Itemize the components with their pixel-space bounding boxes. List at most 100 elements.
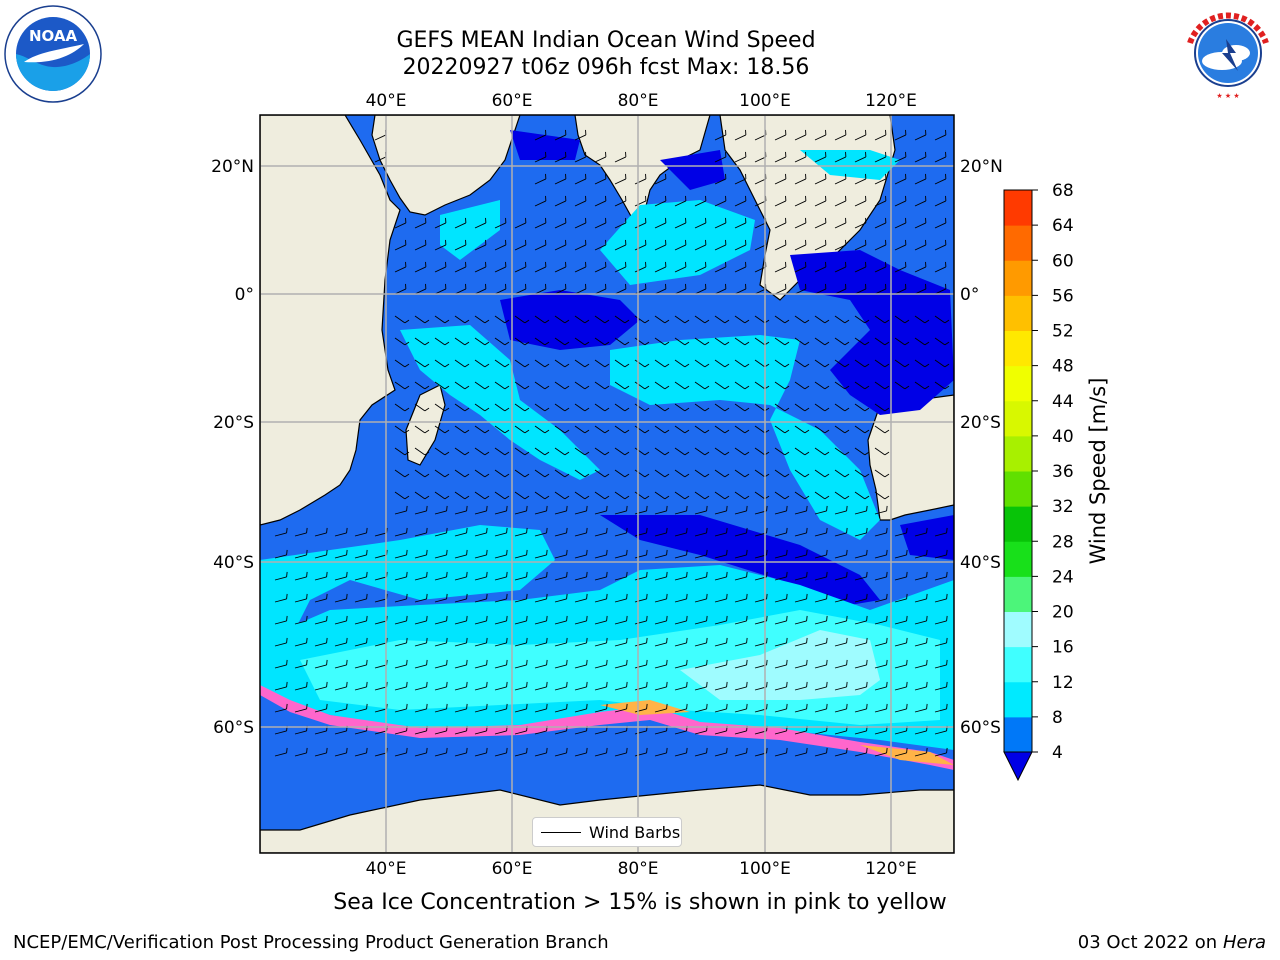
wind-barb	[534, 549, 548, 559]
wind-barb	[714, 527, 728, 537]
wind-barb	[934, 195, 947, 207]
wind-barb	[634, 703, 648, 713]
wind-barb	[634, 659, 648, 669]
wind-barb	[514, 217, 527, 229]
wind-barb	[734, 549, 748, 559]
wind-barb	[534, 261, 547, 273]
wind-barb	[914, 239, 927, 251]
wind-barb	[874, 315, 890, 324]
wind-barb	[614, 681, 628, 691]
wind-barb	[874, 681, 888, 691]
wind-barb	[654, 403, 670, 412]
wind-barb	[814, 491, 830, 500]
wind-barb	[634, 239, 647, 251]
wind-barb	[574, 239, 587, 251]
wind-barb	[734, 747, 748, 757]
wind-barb	[774, 703, 788, 713]
wind-barb	[534, 283, 547, 295]
wind-barb	[354, 637, 368, 647]
wind-barb	[414, 469, 430, 478]
wind-barb	[854, 447, 870, 456]
wind-barb	[854, 261, 867, 273]
wind-barb	[614, 425, 630, 434]
wind-barb	[614, 195, 627, 207]
wind-barb	[834, 447, 850, 456]
wind-barb	[854, 315, 870, 324]
wind-barb	[894, 261, 907, 273]
wind-barb	[934, 217, 947, 229]
wind-barb	[554, 129, 567, 141]
wind-barb	[914, 217, 927, 229]
moderate-region-central	[610, 335, 880, 540]
wind-barb	[594, 593, 608, 603]
wind-barb	[874, 151, 887, 163]
wind-barb	[354, 527, 368, 537]
wind-barb	[414, 747, 428, 757]
wind-barb	[454, 403, 470, 412]
wind-barb	[814, 425, 830, 434]
wind-barb	[394, 659, 408, 669]
wind-barb	[494, 239, 507, 251]
wind-barb	[614, 527, 628, 537]
longitude-tick-top: 60°E	[492, 91, 533, 111]
wind-barb	[594, 337, 610, 346]
wind-barb	[274, 593, 288, 603]
wind-barb	[814, 527, 828, 537]
wind-barb	[934, 527, 948, 537]
wind-barb	[274, 571, 288, 581]
wind-barb	[794, 217, 807, 229]
wind-barb	[594, 447, 610, 456]
wind-barb	[654, 469, 670, 478]
wind-barb	[414, 615, 428, 625]
wind-barb	[414, 593, 428, 603]
wind-barb	[854, 637, 868, 647]
wind-barb	[914, 381, 930, 390]
wind-barb	[634, 447, 650, 456]
wind-barb	[714, 681, 728, 691]
wind-barb	[474, 403, 490, 412]
wind-barb	[474, 637, 488, 647]
wind-barb	[814, 239, 827, 251]
wind-barb	[634, 195, 647, 207]
colorbar-bin	[1004, 295, 1032, 331]
colorbar-bin	[1004, 225, 1032, 261]
moderate-region-trade	[400, 325, 600, 480]
wind-barb	[714, 283, 727, 295]
wind-barb	[414, 549, 428, 559]
wind-barb	[614, 239, 627, 251]
wind-barb	[854, 491, 870, 500]
wind-barb	[614, 747, 628, 757]
wind-barb	[794, 447, 810, 456]
wind-barb	[734, 469, 750, 478]
wind-barb	[694, 571, 708, 581]
wind-barb	[734, 315, 750, 324]
wind-barb	[594, 549, 608, 559]
colorbar-tick-label: 28	[1052, 532, 1074, 552]
wind-barb	[674, 637, 688, 647]
wind-barb	[454, 425, 470, 434]
wind-barb	[734, 703, 748, 713]
wind-barb	[594, 703, 608, 713]
wind-barb	[294, 593, 308, 603]
wind-barb	[734, 491, 750, 500]
wind-barb	[794, 615, 808, 625]
wind-barb	[774, 659, 788, 669]
wind-barb	[454, 261, 467, 273]
wind-barb	[914, 173, 927, 185]
strongest-region-southern-ocean	[680, 630, 880, 700]
latitude-tick-left: 20°N	[211, 157, 254, 177]
wind-barb	[494, 447, 510, 456]
wind-barb	[794, 593, 808, 603]
wind-barb	[394, 359, 410, 368]
wind-barb	[454, 571, 468, 581]
longitude-tick-bottom: 80°E	[618, 859, 659, 879]
wind-barb	[554, 571, 568, 581]
wind-barb	[594, 195, 607, 207]
wind-barb	[574, 747, 588, 757]
wind-barb	[434, 747, 448, 757]
wind-barb	[734, 637, 748, 647]
wind-barb	[514, 505, 528, 515]
wind-barb	[394, 549, 408, 559]
wind-barb	[334, 571, 348, 581]
wind-barb	[314, 637, 328, 647]
